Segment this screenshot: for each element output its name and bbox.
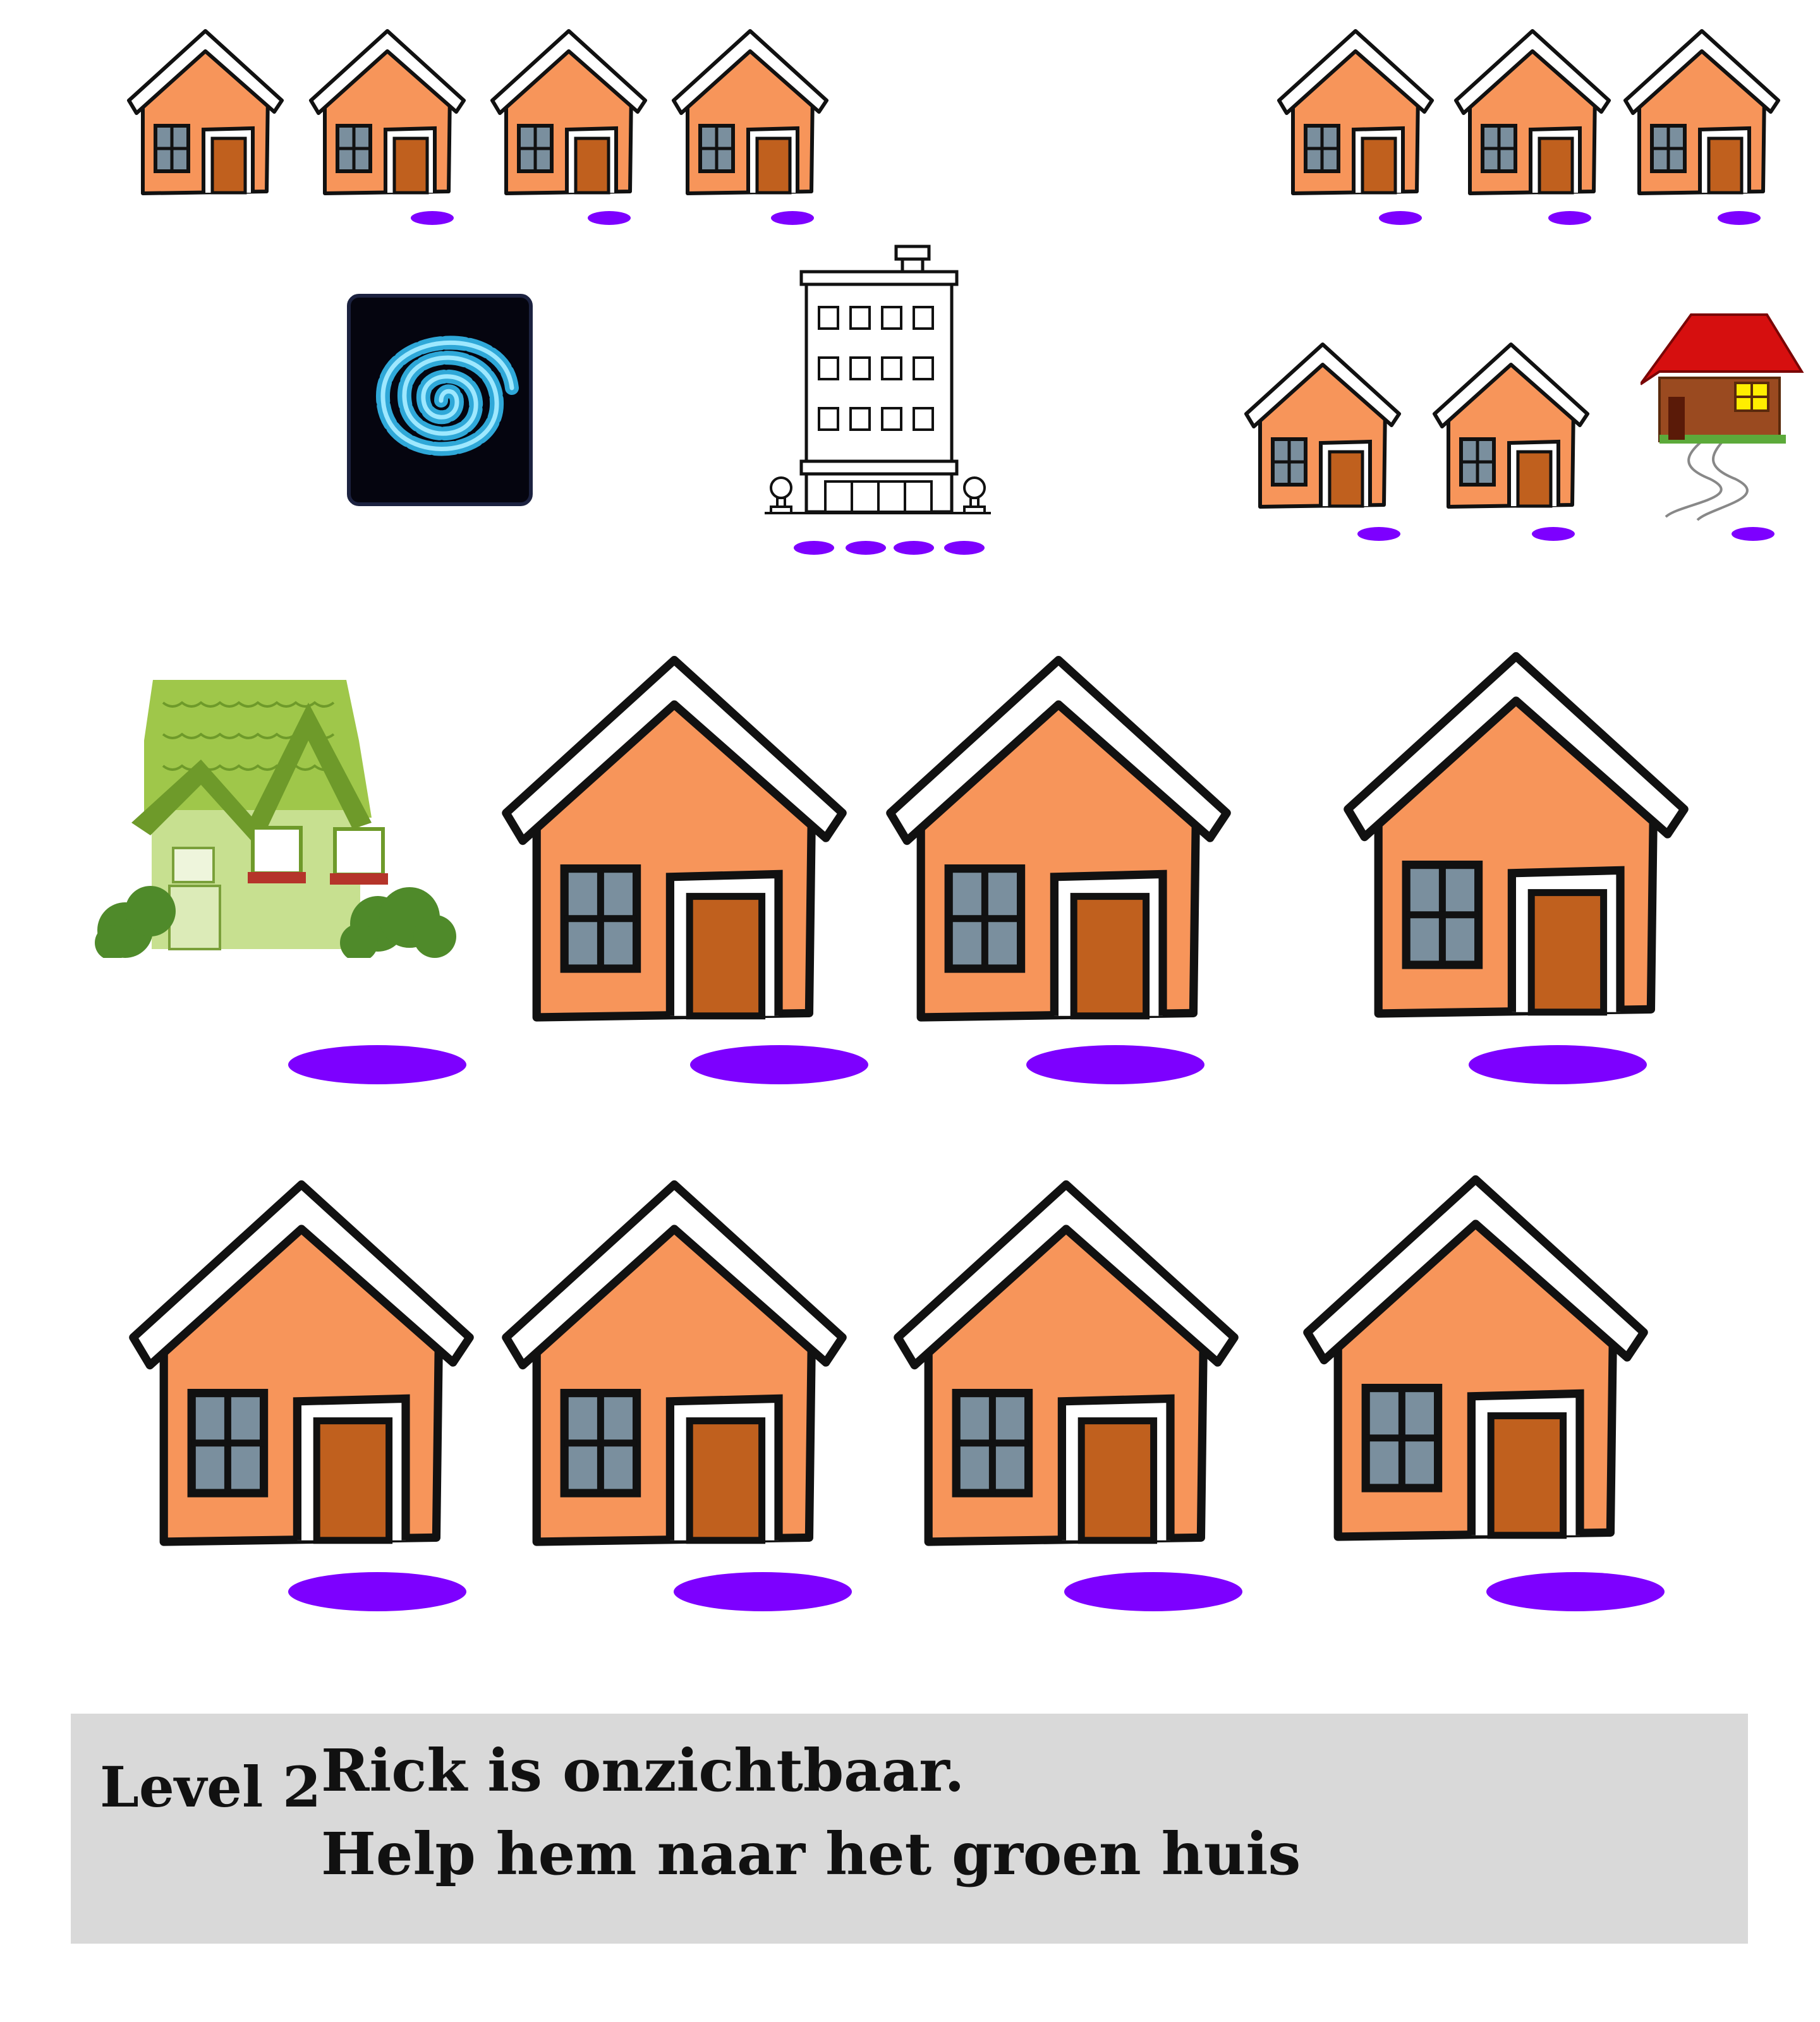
stop-marker[interactable] [1732,527,1774,541]
stop-marker[interactable] [1486,1572,1665,1611]
stop-marker[interactable] [1064,1572,1242,1611]
instruction-line-1: Rick is onzichtbaar. [321,1736,965,1805]
red-roof-cabin-icon[interactable] [1641,308,1805,523]
house-top-4[interactable] [671,23,829,200]
stop-marker[interactable] [1718,211,1761,225]
house-mid-1[interactable] [1244,336,1402,513]
stop-marker[interactable] [894,541,934,555]
swirl-portal-icon[interactable] [346,293,533,507]
house-mid-2[interactable] [1432,336,1590,513]
stop-marker[interactable] [588,211,631,225]
stop-marker[interactable] [944,541,985,555]
house-big-6[interactable] [892,1166,1240,1556]
stop-marker[interactable] [1548,211,1591,225]
stop-marker[interactable] [794,541,834,555]
house-big-4[interactable] [128,1166,475,1556]
house-big-5[interactable] [500,1166,848,1556]
stop-marker[interactable] [674,1572,852,1611]
stop-marker[interactable] [1026,1045,1204,1084]
house-top-1[interactable] [126,23,284,200]
level-label: Level 2 [100,1754,322,1820]
instruction-panel [71,1714,1748,1944]
stop-marker[interactable] [771,211,814,225]
house-big-1[interactable] [500,642,848,1031]
house-big-7[interactable] [1302,1161,1649,1551]
house-big-3[interactable] [1342,638,1690,1027]
stop-marker[interactable] [288,1045,466,1084]
house-top-7[interactable] [1623,23,1781,200]
house-top-6[interactable] [1453,23,1611,200]
stop-marker[interactable] [1532,527,1575,541]
house-top-3[interactable] [490,23,648,200]
stop-marker[interactable] [1379,211,1422,225]
stop-marker[interactable] [846,541,886,555]
stop-marker[interactable] [288,1572,466,1611]
stop-marker[interactable] [690,1045,868,1084]
house-big-2[interactable] [885,642,1232,1031]
instruction-line-2: Help hem naar het groen huis [321,1820,1301,1888]
stop-marker[interactable] [411,211,454,225]
apartment-building-icon[interactable] [762,244,993,522]
house-top-5[interactable] [1277,23,1435,200]
green-house-icon[interactable] [94,677,464,958]
stop-marker[interactable] [1357,527,1400,541]
house-top-2[interactable] [308,23,466,200]
stop-marker[interactable] [1469,1045,1647,1084]
